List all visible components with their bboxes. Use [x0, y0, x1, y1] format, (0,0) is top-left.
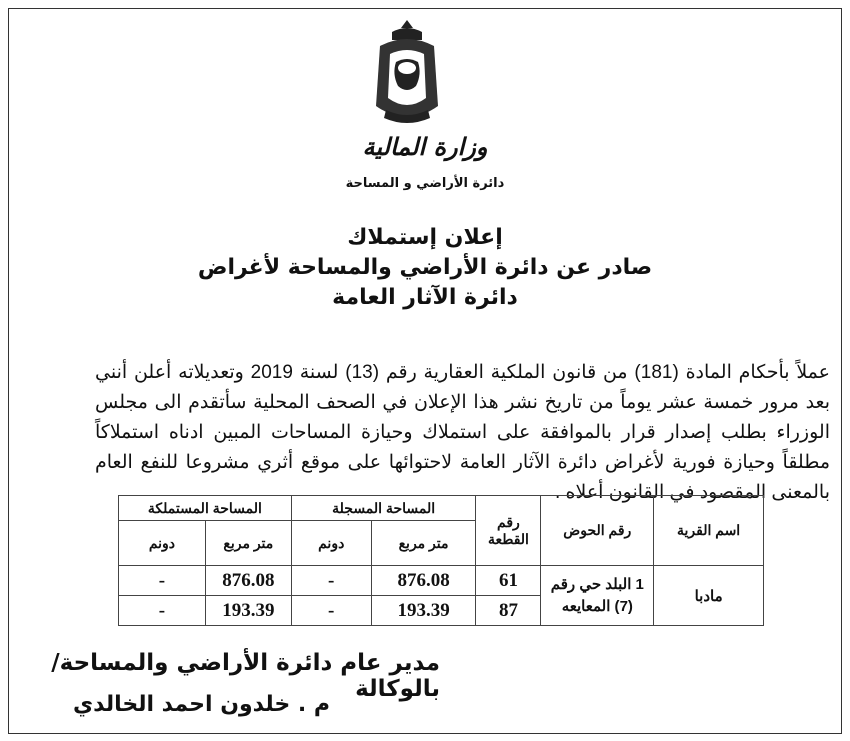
- signatory-name: م . خلدون احمد الخالدي: [72, 692, 330, 717]
- table-row: مادبا 1 البلد حي رقم (7) المعايعه 61 876…: [118, 565, 764, 626]
- exp-dunum-cell: -: [118, 595, 206, 626]
- header-reg-dunum: دونم: [290, 520, 372, 566]
- exp-dunum-cell: -: [118, 565, 206, 596]
- parcel-cell: 61: [475, 565, 542, 596]
- header-expropriated-area: المساحة المستملكة: [118, 495, 292, 521]
- land-table: اسم القرية رقم الحوض رقم القطعة المساحة …: [118, 495, 764, 626]
- reg-dunum-cell: -: [290, 565, 372, 596]
- header-reg-sqm: متر مربع: [370, 520, 477, 566]
- notice-subtitle-2: دائرة الآثار العامة: [332, 285, 518, 310]
- parcel-cell: 87: [475, 595, 542, 626]
- header-parcel: رقم القطعة: [475, 495, 542, 566]
- notice-body: عملاً بأحكام المادة (181) من قانون الملك…: [95, 362, 831, 503]
- ministry-name: وزارة المالية: [362, 132, 488, 161]
- village-cell: مادبا: [653, 565, 764, 626]
- notice-title: إعلان إستملاك: [347, 225, 503, 250]
- department-name: دائرة الأراضي و المساحة: [345, 176, 505, 191]
- coat-of-arms-logo: [376, 20, 438, 123]
- signatory-title: مدير عام دائرة الأراضي والمساحة/بالوكالة: [51, 650, 440, 702]
- basin-cell: 1 البلد حي رقم (7) المعايعه: [540, 565, 655, 626]
- header-registered-area: المساحة المسجلة: [290, 495, 477, 521]
- exp-sqm-cell: 193.39: [204, 595, 292, 626]
- table-row: 87 193.39 - 193.39 -: [118, 595, 764, 626]
- reg-dunum-cell: -: [290, 595, 372, 626]
- reg-sqm-cell: 193.39: [370, 595, 477, 626]
- exp-sqm-cell: 876.08: [204, 565, 292, 596]
- header-village: اسم القرية: [653, 495, 764, 566]
- header-exp-sqm: متر مربع: [204, 520, 292, 566]
- notice-border: [8, 8, 842, 734]
- notice-subtitle: صادر عن دائرة الأراضي والمساحة لأغراض: [197, 255, 653, 280]
- reg-sqm-cell: 876.08: [370, 565, 477, 596]
- header-basin: رقم الحوض: [540, 495, 655, 566]
- header-exp-dunum: دونم: [118, 520, 206, 566]
